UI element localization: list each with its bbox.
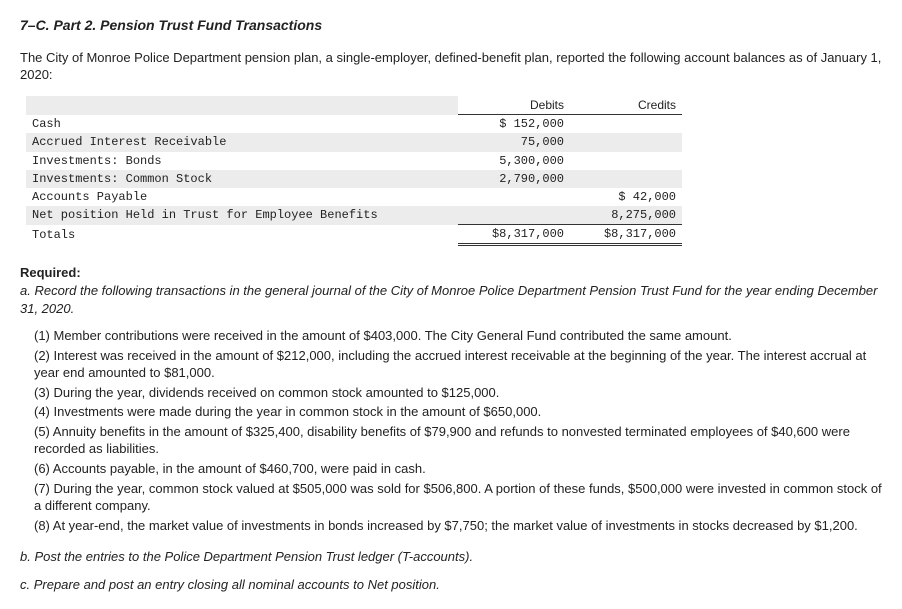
list-item: (7) During the year, common stock valued… (34, 480, 882, 515)
totals-label: Totals (26, 225, 458, 245)
requirement-a: a. Record the following transactions in … (20, 282, 882, 317)
debit-cell (458, 188, 570, 206)
debit-cell: 5,300,000 (458, 152, 570, 170)
acct-label: Accrued Interest Receivable (26, 133, 458, 151)
requirement-c: c. Prepare and post an entry closing all… (20, 576, 882, 594)
acct-label: Investments: Bonds (26, 152, 458, 170)
list-item: (1) Member contributions were received i… (34, 327, 882, 345)
acct-label: Accounts Payable (26, 188, 458, 206)
credit-cell (570, 152, 682, 170)
col-header-debits: Debits (458, 96, 570, 115)
totals-credit: $8,317,000 (570, 225, 682, 245)
col-header-credits: Credits (570, 96, 682, 115)
document-title: 7–C. Part 2. Pension Trust Fund Transact… (20, 16, 882, 35)
list-item: (2) Interest was received in the amount … (34, 347, 882, 382)
debit-cell: 2,790,000 (458, 170, 570, 188)
credit-cell (570, 170, 682, 188)
acct-label: Net position Held in Trust for Employee … (26, 206, 458, 225)
totals-debit: $8,317,000 (458, 225, 570, 245)
transaction-list: (1) Member contributions were received i… (20, 327, 882, 534)
requirement-b: b. Post the entries to the Police Depart… (20, 548, 882, 566)
credit-cell (570, 115, 682, 134)
debit-cell: $ 152,000 (458, 115, 570, 134)
list-item: (8) At year-end, the market value of inv… (34, 517, 882, 535)
list-item: (3) During the year, dividends received … (34, 384, 882, 402)
debit-cell: 75,000 (458, 133, 570, 151)
required-heading: Required: (20, 264, 882, 282)
list-item: (4) Investments were made during the yea… (34, 403, 882, 421)
credit-cell: $ 42,000 (570, 188, 682, 206)
debit-cell (458, 206, 570, 225)
acct-label: Investments: Common Stock (26, 170, 458, 188)
credit-cell: 8,275,000 (570, 206, 682, 225)
req-a-text: a. Record the following transactions in … (20, 283, 878, 316)
acct-label: Cash (26, 115, 458, 134)
list-item: (6) Accounts payable, in the amount of $… (34, 460, 882, 478)
credit-cell (570, 133, 682, 151)
balances-table: Debits Credits Cash $ 152,000 Accrued In… (26, 96, 682, 247)
intro-paragraph: The City of Monroe Police Department pen… (20, 49, 882, 84)
list-item: (5) Annuity benefits in the amount of $3… (34, 423, 882, 458)
